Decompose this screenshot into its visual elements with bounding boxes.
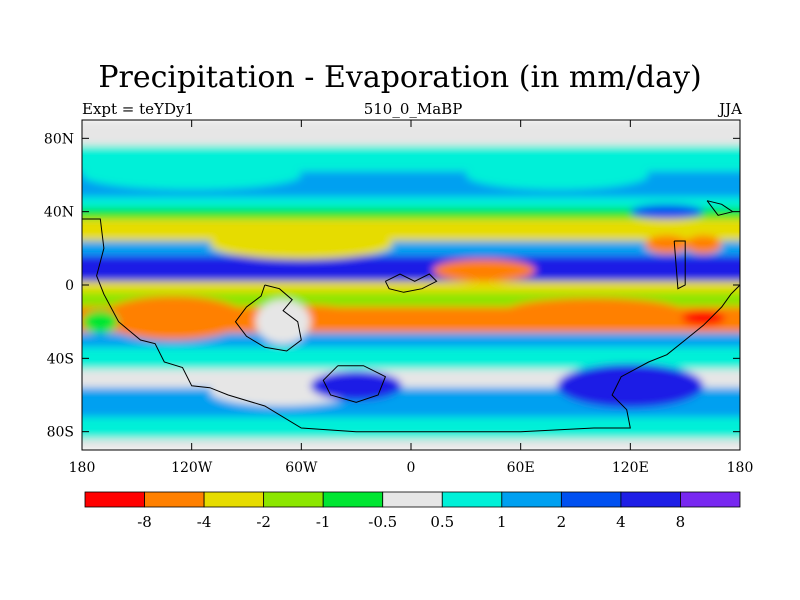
contour-band-8 <box>82 281 740 293</box>
x-tick-label: 180 <box>727 460 754 476</box>
colorbar-swatch <box>322 491 384 508</box>
x-tick-label: 60W <box>285 460 318 476</box>
colorbar-label: -0.5 <box>368 513 397 531</box>
colorbar-label: 8 <box>676 513 686 531</box>
colorbar-swatch <box>263 491 324 508</box>
colorbar-label: -2 <box>256 513 271 531</box>
axes: 180 120W 60W 0 60E 120E 180 80N 40N 0 40S 80S <box>44 120 753 476</box>
colorbar-label: 1 <box>497 513 507 531</box>
colorbar-label: -8 <box>137 513 152 531</box>
coastline-4 <box>673 240 686 290</box>
colorbar-swatch <box>144 491 205 508</box>
x-tick-label: 60E <box>507 460 535 476</box>
y-tick-label: 40S <box>47 351 74 367</box>
colorbar-label: 2 <box>557 513 567 531</box>
colorbar-label: -4 <box>197 513 212 531</box>
colorbar-label: 0.5 <box>430 513 454 531</box>
contour-band-7 <box>82 255 740 282</box>
plot-area <box>82 120 740 450</box>
y-tick-label: 40N <box>44 205 74 221</box>
coastline-1 <box>234 284 302 352</box>
colorbar-swatch <box>620 491 681 508</box>
coastline-3 <box>384 273 438 293</box>
contour-patch-8 <box>100 296 247 340</box>
contour-patch-5 <box>685 235 722 254</box>
chart-title: Precipitation - Evaporation (in mm/day) <box>98 60 702 95</box>
contour-patch-15 <box>630 204 704 220</box>
contour-patch-14 <box>82 310 119 333</box>
y-tick-label: 0 <box>65 278 74 294</box>
contour-patch-6 <box>502 297 686 328</box>
colorbar-swatch <box>680 491 741 508</box>
period-label: 510_0_MaBP <box>363 100 463 118</box>
contour-patch-10 <box>255 299 311 344</box>
contour-band-3 <box>82 197 740 208</box>
contour-patch-1 <box>465 160 649 190</box>
colorbar-swatch <box>501 491 562 508</box>
contour-patch-3 <box>432 259 536 282</box>
season-label: JJA <box>719 100 742 118</box>
filled-contours <box>82 120 740 450</box>
contour-patch-7 <box>681 310 726 326</box>
colorbar-label: 4 <box>616 513 626 531</box>
contour-patch-12 <box>310 371 402 401</box>
contour-patch-13 <box>557 363 704 408</box>
x-tick-label: 120W <box>171 460 213 476</box>
coastline-0 <box>82 218 740 433</box>
contour-band-5 <box>82 219 740 241</box>
x-tick-label: 180 <box>69 460 96 476</box>
x-tick-label: 0 <box>407 460 416 476</box>
contour-patch-2 <box>209 230 393 260</box>
colorbar-swatch <box>84 491 145 508</box>
y-tick-label: 80N <box>44 131 74 147</box>
contour-band-4 <box>82 208 740 219</box>
colorbar-swatch <box>441 491 503 508</box>
contour-patch-0 <box>82 160 302 190</box>
colorbar-label: -1 <box>316 513 331 531</box>
x-tick-label: 120E <box>612 460 649 476</box>
coastline-layer <box>82 200 740 433</box>
coastline-2 <box>322 365 387 403</box>
contour-band-15 <box>82 417 740 439</box>
experiment-label: Expt = teYDy1 <box>82 100 194 118</box>
colorbar-swatch <box>560 491 622 508</box>
colorbar-swatch <box>203 491 265 508</box>
coastline-5 <box>706 200 734 216</box>
contour-patch-4 <box>644 235 689 254</box>
colorbar-swatch <box>382 491 443 508</box>
y-tick-label: 80S <box>47 425 74 441</box>
colorbar: -8 -4 -2 -1 -0.5 0.5 1 2 4 8 <box>84 491 741 531</box>
contour-band-12 <box>82 347 740 370</box>
